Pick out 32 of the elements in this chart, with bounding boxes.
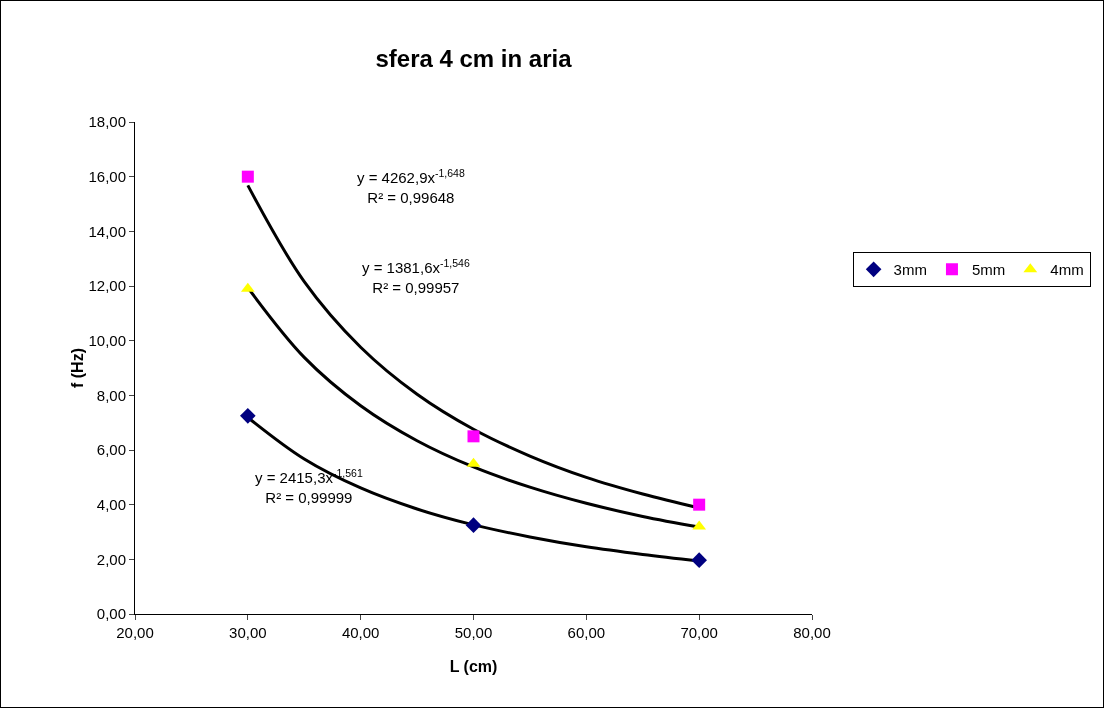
annotation: y = 4262,9x$^{-1,648}$ R² = 0,99648	[357, 167, 465, 206]
point	[240, 408, 256, 424]
y-tick-label: 16,00	[88, 167, 126, 185]
x-tick-label: 70,00	[680, 624, 718, 641]
point	[693, 498, 706, 511]
point	[691, 552, 707, 568]
y-tick-label: 6,00	[96, 441, 126, 459]
y-axis-title: f (Hz)	[69, 348, 87, 388]
y-tick-label: 8,00	[96, 386, 126, 404]
annotation: y = 2415,3x$^{-1,561}$ R² = 0,99999	[255, 467, 363, 506]
y-tick-label: 4,00	[96, 495, 126, 513]
x-tick-label: 80,00	[793, 624, 831, 641]
x-tick-label: 50,00	[454, 624, 493, 641]
x-tick-label: 60,00	[567, 624, 606, 641]
point	[465, 517, 482, 533]
x-tick-label: 30,00	[229, 624, 267, 641]
y-tick-label: 12,00	[88, 277, 126, 295]
legend-label: 3mm	[893, 261, 927, 279]
annotation: y = 1381,6x$^{-1,546}$ R² = 0,99957	[362, 257, 470, 296]
x-axis-title: L (cm)	[449, 658, 498, 675]
chart-title: sfera 4 cm in aria	[375, 45, 573, 73]
y-tick-label: 10,00	[88, 331, 126, 349]
x-tick-label: 40,00	[341, 624, 380, 641]
y-tick-label: 0,00	[96, 605, 126, 623]
x-tick-label: 20,00	[116, 624, 154, 641]
legend-label: 5mm	[971, 261, 1006, 279]
y-tick-label: 14,00	[88, 222, 126, 240]
point	[467, 430, 480, 443]
y-tick-label: 2,00	[96, 550, 126, 568]
point	[241, 170, 254, 183]
y-tick-label: 18,00	[88, 113, 126, 131]
legend-label: 4mm	[1050, 261, 1084, 279]
